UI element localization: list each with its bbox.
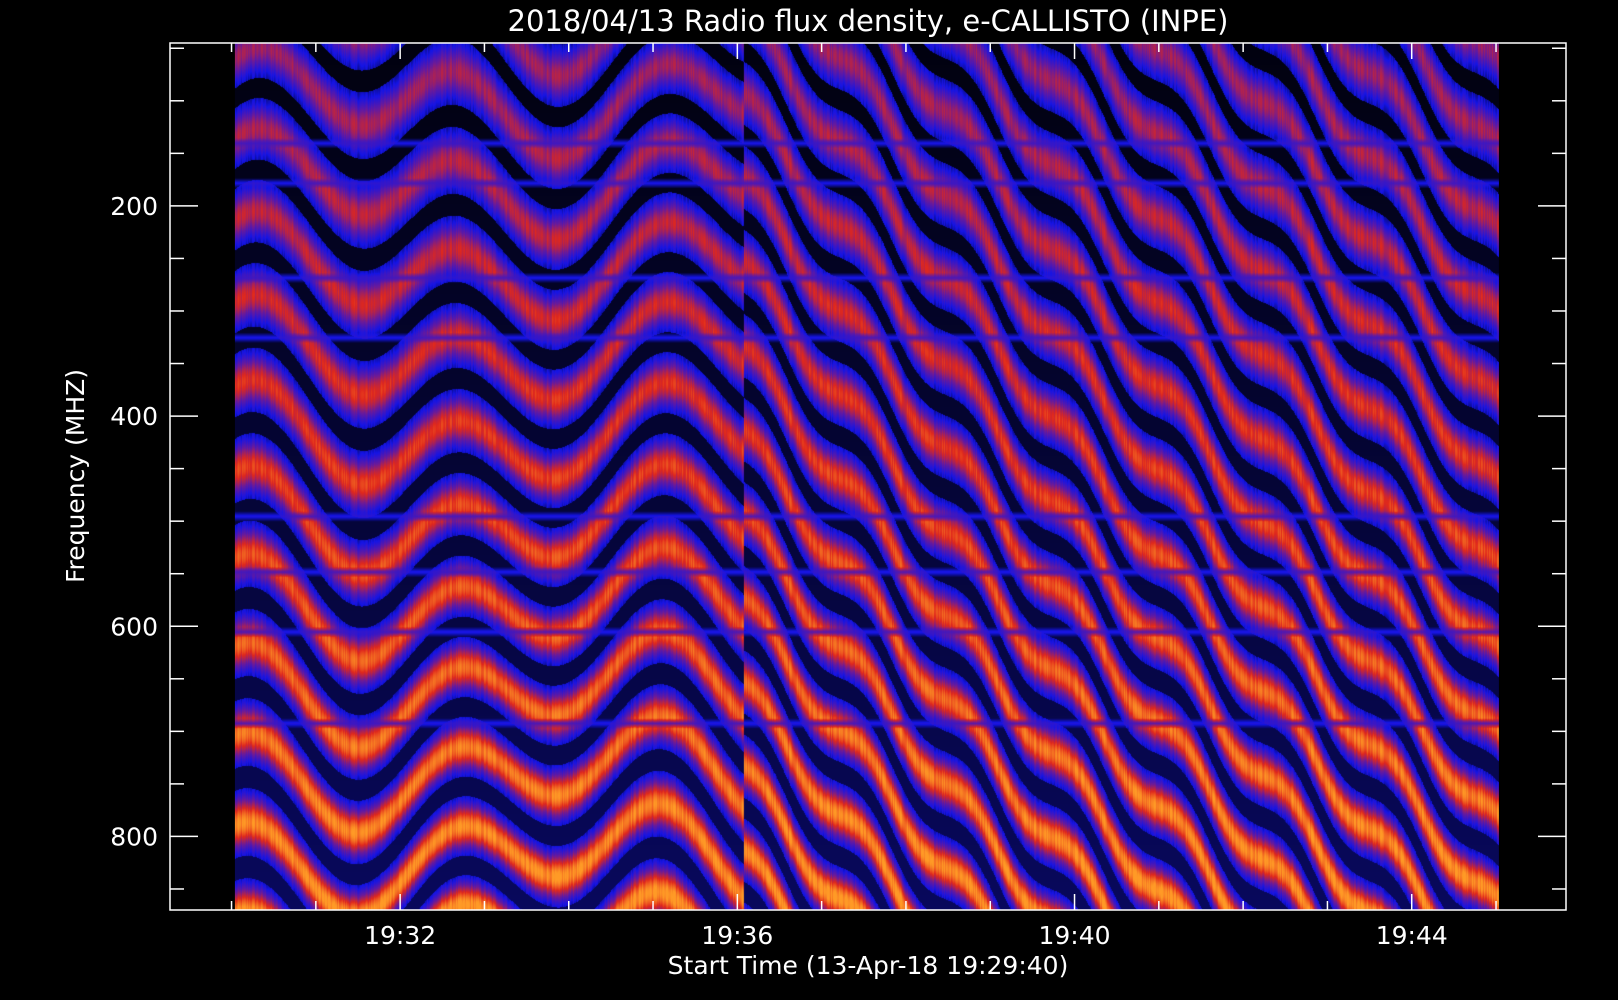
- plot-frame: [169, 42, 1567, 911]
- y-tick-label: 600: [110, 612, 158, 641]
- x-tick-label: 19:32: [364, 921, 436, 950]
- y-tick-label: 800: [110, 822, 158, 851]
- x-tick-label: 19:36: [701, 921, 773, 950]
- y-axis-label: Frequency (MHZ): [61, 369, 90, 583]
- spectrogram-image: [234, 43, 1499, 910]
- chart-title: 2018/04/13 Radio flux density, e-CALLIST…: [508, 4, 1229, 38]
- x-axis-ticks: 19:32 19:36 19:40 19:44: [230, 43, 1497, 950]
- y-tick-label: 200: [110, 192, 158, 221]
- x-tick-label: 19:44: [1376, 921, 1448, 950]
- x-axis-label: Start Time (13-Apr-18 19:29:40): [668, 951, 1069, 980]
- y-tick-label: 400: [110, 402, 158, 431]
- x-tick-label: 19:40: [1039, 921, 1111, 950]
- y-axis-ticks: 200 400 600 800: [110, 47, 1566, 890]
- heatmap-layer: [234, 43, 1499, 910]
